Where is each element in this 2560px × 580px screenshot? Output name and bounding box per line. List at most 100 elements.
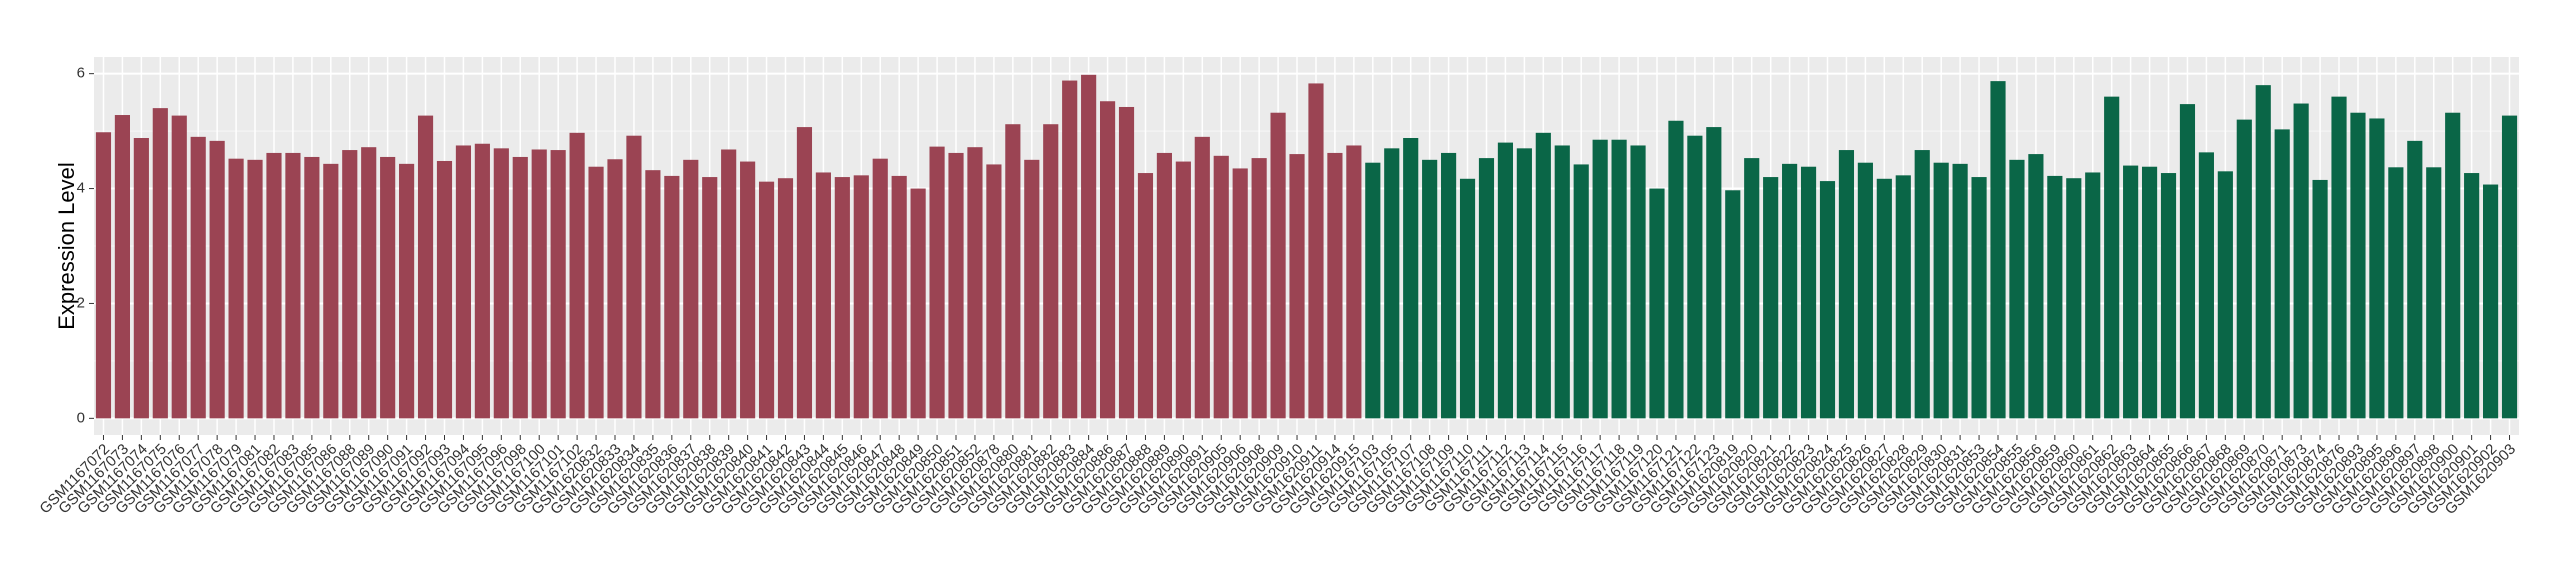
bar xyxy=(1327,152,1343,419)
bar xyxy=(853,175,869,419)
bar xyxy=(2160,173,2177,419)
bar xyxy=(1365,162,1381,419)
bar xyxy=(1857,162,1873,419)
bar xyxy=(740,161,756,419)
bar xyxy=(1137,173,1154,419)
bar xyxy=(777,178,794,419)
bar xyxy=(1043,124,1059,419)
bar xyxy=(1346,145,1362,419)
bar xyxy=(1687,135,1703,419)
bar xyxy=(2312,179,2328,419)
bar xyxy=(1592,139,1608,419)
bar xyxy=(2217,171,2233,419)
bar xyxy=(607,159,623,419)
bar xyxy=(1213,155,1229,419)
y-tick-label: 2 xyxy=(77,294,85,311)
bar xyxy=(1232,168,1248,419)
bar xyxy=(1971,177,1987,419)
bar xyxy=(2331,96,2347,419)
bar xyxy=(2028,154,2044,419)
bar xyxy=(1876,178,1892,419)
bar xyxy=(171,115,187,419)
y-tick-label: 4 xyxy=(77,180,85,197)
bar xyxy=(436,160,453,419)
bar xyxy=(2123,165,2139,419)
bar xyxy=(1763,177,1779,419)
bar xyxy=(1005,124,1021,419)
bar xyxy=(2483,184,2499,419)
bar xyxy=(1535,132,1551,419)
bar xyxy=(2388,167,2404,419)
bar xyxy=(1990,81,2006,419)
bar xyxy=(702,177,718,419)
bar xyxy=(891,175,907,419)
bar xyxy=(1516,148,1532,419)
bar xyxy=(1403,138,1419,419)
bar xyxy=(342,150,358,419)
bar xyxy=(2501,115,2518,419)
bar xyxy=(323,163,339,419)
bar xyxy=(304,156,320,419)
bar xyxy=(2407,140,2423,419)
bar xyxy=(1838,150,1855,419)
bar xyxy=(2066,178,2082,419)
bar xyxy=(2445,112,2461,419)
bar xyxy=(645,170,661,419)
bar xyxy=(2369,118,2385,419)
bar xyxy=(1649,188,1665,419)
bar xyxy=(361,147,377,419)
bar xyxy=(1800,166,1817,419)
bar xyxy=(2274,129,2290,419)
bar xyxy=(1118,106,1135,419)
bar xyxy=(834,177,850,419)
bar xyxy=(1270,112,1286,419)
bar xyxy=(1819,181,1836,419)
bar xyxy=(1573,164,1589,419)
bar xyxy=(1308,83,1324,419)
bar xyxy=(1175,161,1191,419)
bar xyxy=(247,159,263,419)
bar xyxy=(1497,142,1514,419)
bar xyxy=(455,145,472,419)
bar xyxy=(815,172,831,419)
bar xyxy=(550,150,566,419)
bar xyxy=(929,146,945,419)
bar xyxy=(1630,145,1646,419)
bar xyxy=(569,132,585,419)
bar xyxy=(1914,150,1930,419)
bar xyxy=(2350,112,2366,419)
bar xyxy=(986,164,1002,419)
bar xyxy=(266,152,282,419)
bar xyxy=(1459,178,1476,419)
bar xyxy=(1156,152,1172,419)
bar xyxy=(1384,148,1400,419)
bar xyxy=(872,158,888,419)
bar xyxy=(967,147,983,419)
y-axis-label: Expression Level xyxy=(54,162,79,330)
bar xyxy=(2179,104,2196,419)
bar xyxy=(1782,163,1798,419)
bar xyxy=(209,140,225,419)
bar xyxy=(2464,173,2480,419)
bar xyxy=(190,136,206,419)
bar xyxy=(1744,158,1760,419)
bar xyxy=(948,152,964,419)
bar xyxy=(796,127,813,419)
y-tick-label: 6 xyxy=(77,65,85,82)
bar xyxy=(910,188,926,419)
bar xyxy=(1099,101,1116,419)
bar xyxy=(2236,119,2252,419)
bar xyxy=(1725,190,1741,419)
bar xyxy=(721,149,737,419)
bar xyxy=(114,115,130,419)
bar xyxy=(1611,139,1627,419)
bar xyxy=(2255,85,2271,419)
bar xyxy=(1062,80,1078,419)
bar xyxy=(1478,158,1495,419)
y-tick-label: 0 xyxy=(77,409,85,426)
bar xyxy=(399,163,415,419)
bar xyxy=(2085,172,2101,419)
bar xyxy=(1194,136,1210,419)
bar xyxy=(1554,145,1570,419)
bar xyxy=(133,138,149,419)
